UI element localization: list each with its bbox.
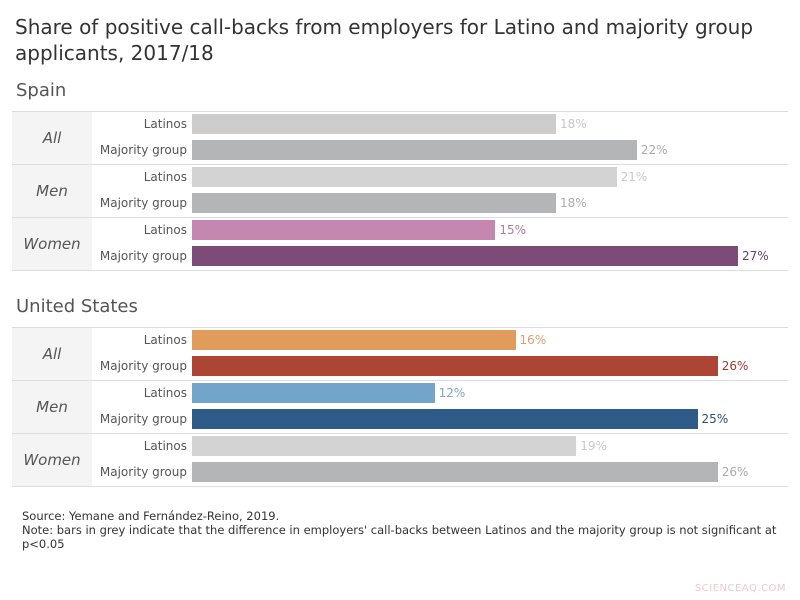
value-label: 18%: [560, 196, 587, 210]
bar-row: Majority group 26%: [92, 356, 788, 376]
category-label: Men: [12, 165, 92, 217]
bar-row: Latinos 16%: [92, 330, 788, 350]
group: Men Latinos 21% Majority group 18%: [12, 164, 788, 217]
bar-row: Latinos 18%: [92, 114, 788, 134]
value-label: 22%: [640, 143, 668, 157]
significance-note: Note: bars in grey indicate that the dif…: [22, 523, 777, 551]
group: Women Latinos 19% Majority group 26%: [12, 433, 788, 487]
bar: [192, 140, 637, 160]
value-label: 27%: [742, 249, 769, 263]
bar-label: Latinos: [143, 333, 187, 347]
bar-label: Majority group: [99, 465, 187, 479]
group: All Latinos 16% Majority group 26%: [12, 327, 788, 380]
bar-row: Latinos 12%: [92, 383, 788, 403]
value-label: 16%: [519, 333, 547, 347]
bar-row: Majority group 27%: [92, 246, 788, 266]
value-label: 26%: [721, 359, 749, 373]
bar-row: Latinos 21%: [92, 167, 788, 187]
bar-label: Latinos: [143, 117, 187, 131]
bar-label: Majority group: [99, 196, 187, 210]
bar-label: Majority group: [99, 359, 187, 373]
bar-label: Majority group: [99, 143, 187, 157]
source-note: Source: Yemane and Fernández-Reino, 2019…: [22, 509, 280, 523]
panel-title: Spain: [16, 80, 67, 101]
bar: [192, 167, 617, 187]
chart-title: Share of positive call-backs from employ…: [15, 15, 754, 65]
panel: All Latinos 16% Majority group 26% Men Latinos…: [12, 327, 788, 487]
bar-row: Majority group 25%: [92, 409, 788, 429]
bar-label: Latinos: [143, 386, 187, 400]
category-label: Women: [12, 434, 92, 486]
group: All Latinos 18% Majority group 22%: [12, 111, 788, 164]
panel-title: United States: [16, 296, 138, 317]
category-label: Men: [12, 381, 92, 433]
bar: [192, 330, 516, 350]
bar-row: Majority group 26%: [92, 462, 788, 482]
category-label: Women: [12, 218, 92, 270]
value-label: 19%: [580, 439, 607, 453]
bar-label: Latinos: [143, 170, 187, 184]
group: Men Latinos 12% Majority group 25%: [12, 380, 788, 433]
group: Women Latinos 15% Majority group 27%: [12, 217, 788, 271]
bar-label: Latinos: [143, 439, 187, 453]
bar-row: Majority group 22%: [92, 140, 788, 160]
bar-row: Latinos 15%: [92, 220, 788, 240]
bar: [192, 356, 718, 376]
bar: [192, 383, 435, 403]
value-label: 26%: [721, 465, 749, 479]
value-label: 21%: [620, 170, 648, 184]
category-label: All: [12, 112, 92, 164]
value-label: 15%: [499, 223, 526, 237]
bar-label: Majority group: [99, 249, 187, 263]
notes: Source: Yemane and Fernández-Reino, 2019…: [22, 509, 800, 551]
value-label: 25%: [701, 412, 729, 426]
bar: [192, 114, 556, 134]
value-label: 18%: [560, 117, 587, 131]
bar: [192, 246, 738, 266]
bar: [192, 436, 577, 456]
bar-row: Majority group 18%: [92, 193, 788, 213]
watermark: SCIENCEAQ.COM: [694, 583, 786, 594]
bar-label: Majority group: [99, 412, 187, 426]
value-label: 12%: [438, 386, 466, 400]
bar: [192, 409, 698, 429]
panel: All Latinos 18% Majority group 22% Men Latinos…: [12, 111, 788, 271]
bar: [192, 193, 556, 213]
category-label: All: [12, 328, 92, 380]
bar: [192, 220, 496, 240]
bar-row: Latinos 19%: [92, 436, 788, 456]
bar: [192, 462, 718, 482]
bar-label: Latinos: [143, 223, 187, 237]
